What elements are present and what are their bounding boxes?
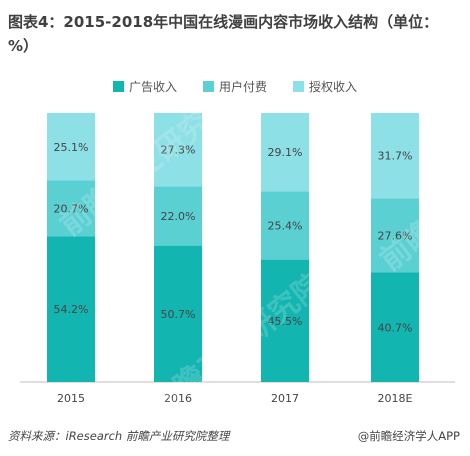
bar-segment-2016-series2 bbox=[154, 113, 202, 187]
legend-swatch-ad bbox=[112, 81, 124, 92]
legend-swatch-license bbox=[293, 81, 304, 92]
legend-item-ad: 广告收入 bbox=[112, 78, 177, 95]
bar-segment-2015-series2 bbox=[47, 113, 95, 181]
data-label-2018E-series2: 31.7% bbox=[378, 150, 413, 163]
data-label-2017-series1: 25.4% bbox=[268, 219, 303, 232]
data-label-2016-series0: 50.7% bbox=[161, 308, 196, 321]
data-label-2015-series2: 25.1% bbox=[54, 141, 89, 154]
x-tick-label-2017: 2017 bbox=[271, 392, 299, 405]
legend-label-user-pay: 用户付费 bbox=[218, 80, 267, 94]
credit-note: @前瞻经济学人APP bbox=[357, 429, 460, 443]
legend-label-ad: 广告收入 bbox=[128, 80, 177, 94]
chart-title: 图表4：2015-2018年中国在线漫画内容市场收入结构（单位：%） bbox=[8, 13, 439, 55]
bar-segment-2016-series0 bbox=[154, 245, 202, 382]
x-tick-label-2015: 2015 bbox=[57, 392, 85, 405]
data-label-2017-series2: 29.1% bbox=[268, 146, 303, 159]
bar-segment-2018E-series2 bbox=[371, 113, 419, 199]
x-tick-label-2018E: 2018E bbox=[378, 392, 413, 405]
data-label-2016-series2: 27.3% bbox=[161, 144, 196, 157]
bar-segment-2016-series1 bbox=[154, 186, 202, 246]
bar-segment-2017-series1 bbox=[261, 191, 309, 260]
legend-label-license: 授权收入 bbox=[309, 80, 358, 94]
bar-segment-2018E-series0 bbox=[371, 272, 419, 382]
source-note: 资料来源：iResearch 前瞻产业研究院整理 bbox=[8, 429, 230, 443]
data-label-2015-series0: 54.2% bbox=[54, 303, 89, 316]
data-label-2018E-series0: 40.7% bbox=[378, 321, 413, 334]
chart-legend: 广告收入 用户付费 授权收入 bbox=[0, 78, 470, 95]
bar-segment-2017-series0 bbox=[261, 259, 309, 382]
legend-item-license: 授权收入 bbox=[293, 78, 357, 95]
bar-segment-2015-series1 bbox=[47, 180, 95, 237]
data-label-2018E-series1: 27.6% bbox=[378, 229, 413, 242]
bar-segment-2017-series2 bbox=[261, 113, 309, 192]
legend-swatch-user-pay bbox=[202, 81, 214, 92]
legend-item-user-pay: 用户付费 bbox=[202, 78, 267, 95]
bar-segment-2018E-series1 bbox=[371, 198, 419, 273]
bar-segment-2015-series0 bbox=[47, 236, 95, 382]
data-label-2015-series1: 20.7% bbox=[54, 202, 89, 215]
data-label-2017-series0: 45.5% bbox=[268, 315, 303, 328]
data-label-2016-series1: 22.0% bbox=[161, 210, 196, 223]
x-tick-label-2016: 2016 bbox=[164, 392, 192, 405]
